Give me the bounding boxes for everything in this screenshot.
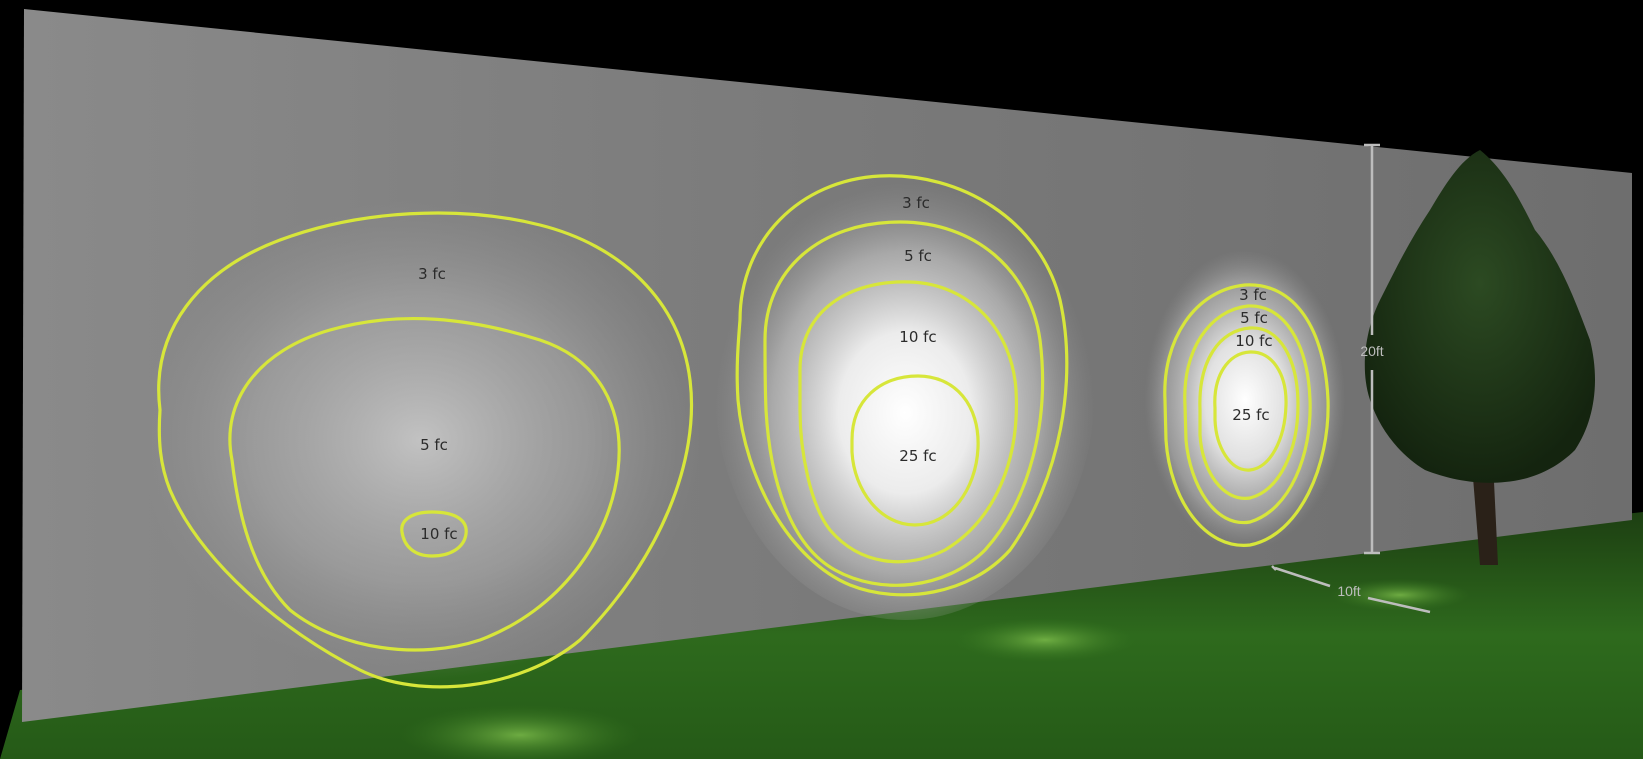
label-5fc: 5 fc [904, 247, 932, 265]
wall-glow-middle [715, 160, 1095, 620]
label-3fc: 3 fc [418, 265, 446, 283]
label-3fc: 3 fc [902, 194, 930, 212]
distance-line-right [1367, 596, 1431, 614]
distance-label: 10ft [1337, 583, 1360, 599]
label-10fc: 10 fc [899, 328, 936, 346]
tree-canopy [1364, 150, 1595, 483]
label-10fc: 10 fc [1235, 332, 1272, 350]
contour-3fc [735, 174, 1069, 597]
contour-3fc [1163, 283, 1330, 547]
label-25fc: 25 fc [899, 447, 936, 465]
contour-5fc [228, 316, 621, 652]
distance-dimension: 10ft [1271, 565, 1431, 614]
ground-spot-left [400, 705, 640, 759]
label-3fc: 3 fc [1239, 286, 1267, 304]
ground-spot-middle [955, 618, 1135, 662]
contour-5fc [763, 220, 1045, 587]
tree [1364, 150, 1595, 565]
label-25fc: 25 fc [1232, 406, 1269, 424]
ground-spot-right [1330, 579, 1470, 611]
contour-25fc [850, 374, 980, 527]
label-5fc: 5 fc [420, 436, 448, 454]
contour-25fc [1213, 350, 1288, 472]
contour-5fc [1183, 304, 1312, 525]
label-10fc: 10 fc [420, 525, 457, 543]
wall-glow-left [140, 200, 700, 680]
height-label: 20ft [1360, 343, 1383, 359]
fixture-middle: 3 fc 5 fc 10 fc 25 fc [735, 174, 1069, 597]
fixture-right: 3 fc 5 fc 10 fc 25 fc [1163, 283, 1330, 547]
contour-10fc [798, 280, 1019, 564]
height-dimension: 20ft [1360, 143, 1384, 555]
label-5fc: 5 fc [1240, 309, 1268, 327]
contour-3fc [157, 211, 694, 689]
distance-tick-left [1271, 565, 1277, 571]
distance-line-left [1274, 566, 1331, 588]
contour-10fc [1198, 326, 1300, 500]
fixture-left: 3 fc 5 fc 10 fc [157, 211, 694, 689]
contour-10fc [400, 510, 468, 558]
lawn [0, 512, 1643, 759]
